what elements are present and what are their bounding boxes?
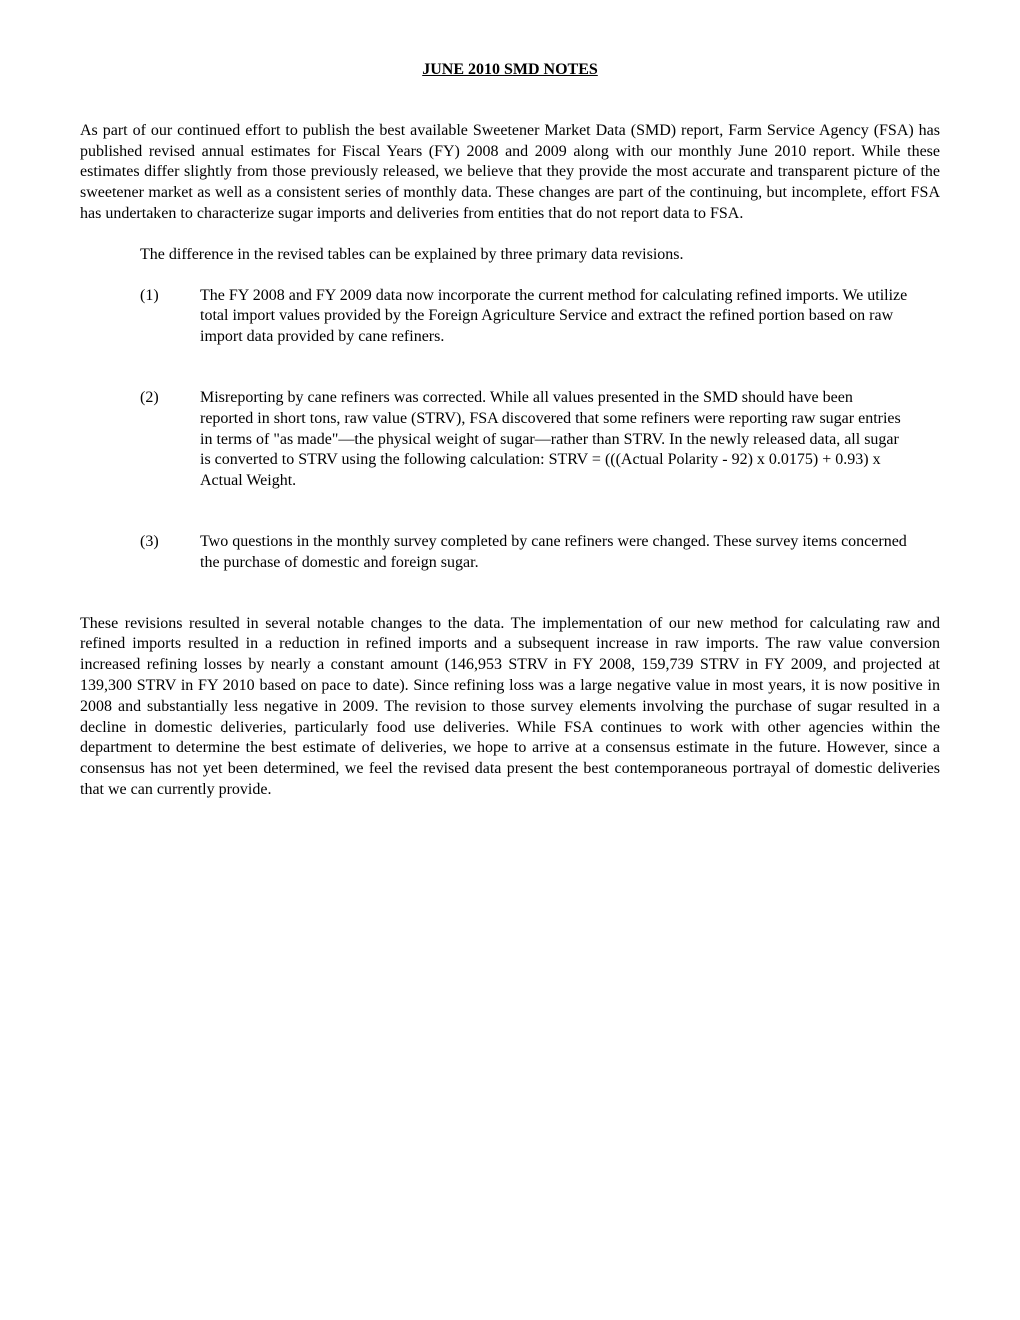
item-number: (2) bbox=[140, 388, 200, 492]
item-content: The FY 2008 and FY 2009 data now incorpo… bbox=[200, 286, 940, 348]
list-item: (3) Two questions in the monthly survey … bbox=[140, 532, 940, 574]
list-item: (2) Misreporting by cane refiners was co… bbox=[140, 388, 940, 492]
lead-in-text: The difference in the revised tables can… bbox=[140, 245, 940, 266]
item-number: (1) bbox=[140, 286, 200, 348]
item-number: (3) bbox=[140, 532, 200, 574]
list-item: (1) The FY 2008 and FY 2009 data now inc… bbox=[140, 286, 940, 348]
conclusion-paragraph: These revisions resulted in several nota… bbox=[80, 614, 940, 801]
item-content: Two questions in the monthly survey comp… bbox=[200, 532, 940, 574]
item-content: Misreporting by cane refiners was correc… bbox=[200, 388, 940, 492]
document-title: JUNE 2010 SMD NOTES bbox=[80, 60, 940, 81]
intro-paragraph: As part of our continued effort to publi… bbox=[80, 121, 940, 225]
